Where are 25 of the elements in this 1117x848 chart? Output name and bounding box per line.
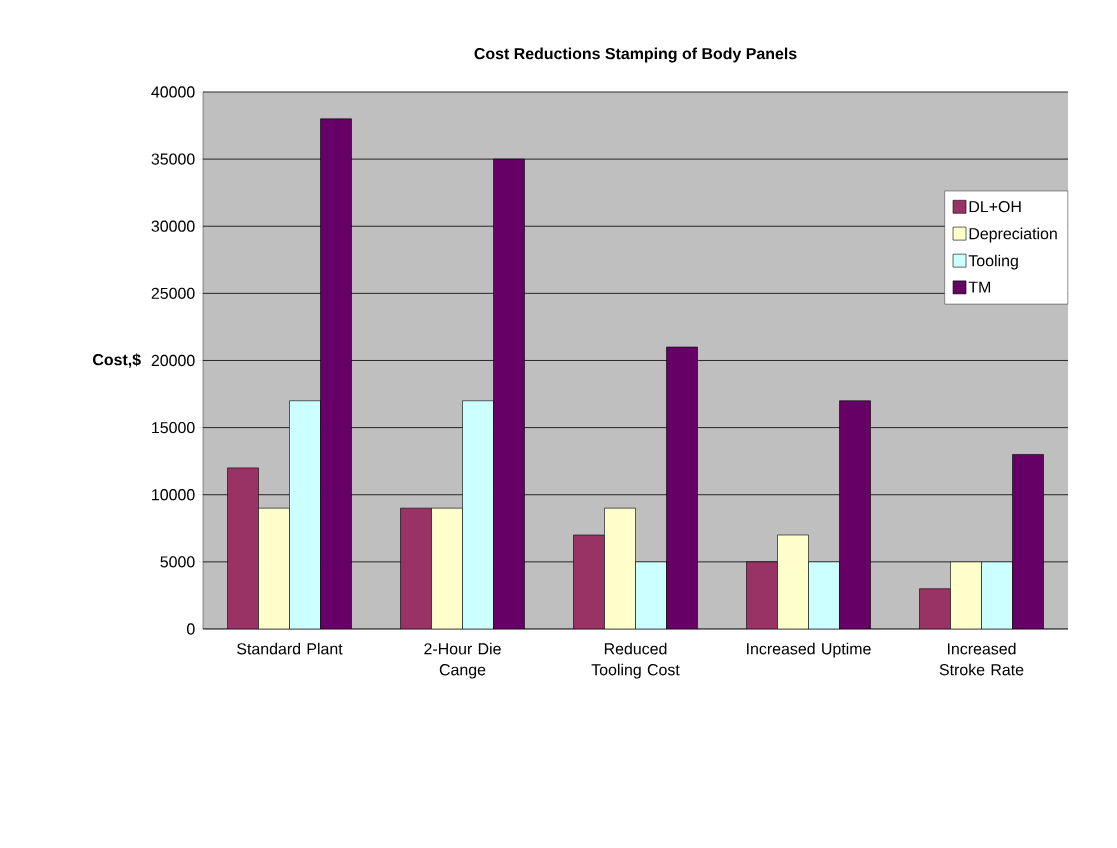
legend-label: Depreciation: [969, 227, 1057, 243]
y-tick-label: 35000: [151, 153, 195, 165]
bar: [950, 561, 982, 629]
y-axis-title: Cost,$: [93, 353, 141, 368]
y-tick-label: 30000: [151, 220, 195, 232]
chart-title: Cost Reductions Stamping of Body Panels: [474, 47, 797, 63]
y-tick-label: 10000: [152, 489, 195, 501]
x-tick-label: Increased Stroke Rate: [939, 642, 1024, 676]
bar: [258, 508, 290, 629]
y-tick-label: 15000: [152, 421, 195, 434]
bar: [777, 535, 809, 629]
x-tick-label: 2-Hour Die Cange: [424, 642, 501, 679]
x-tick-label: Reduced Tooling Cost: [591, 642, 680, 679]
legend-label: TM: [968, 281, 991, 293]
x-tick-label: Standard Plant: [237, 642, 343, 655]
bar: [604, 508, 636, 629]
legend-label: Tooling: [968, 254, 1018, 270]
y-tick-label: 20000: [151, 354, 195, 367]
bar: [431, 508, 463, 629]
legend-label: DL+OH: [969, 200, 1021, 213]
x-tick-label: Increased Uptime: [747, 642, 871, 658]
y-tick-label: 0: [187, 623, 195, 635]
y-tick-label: 40000: [151, 86, 195, 98]
y-tick-label: 25000: [151, 287, 195, 299]
y-tick-label: 5000: [160, 556, 195, 568]
